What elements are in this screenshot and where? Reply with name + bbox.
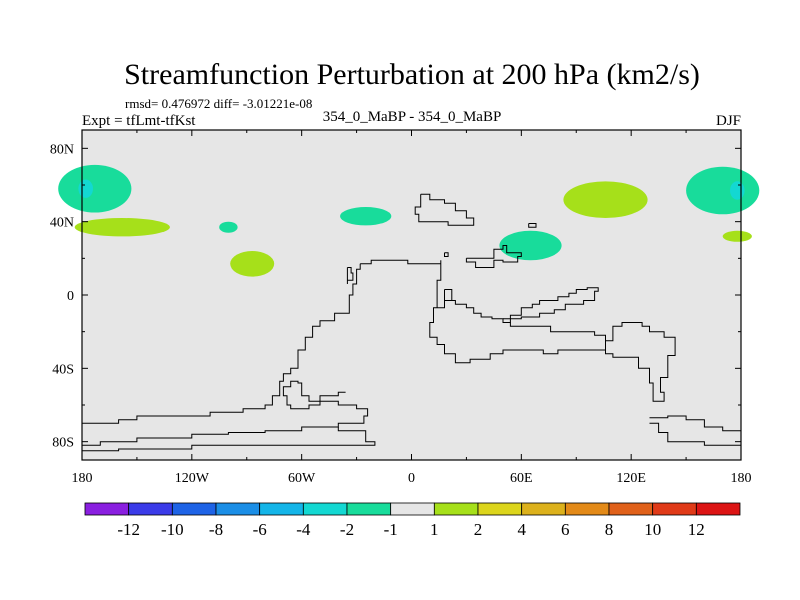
anomaly-6 — [340, 207, 392, 226]
anomaly-11 — [722, 230, 752, 242]
map-plot: 180 120W 60W 0 60E 120E 180 80N 40N 0 40S 80S — [50, 129, 760, 486]
colorbar-label: -10 — [161, 520, 184, 539]
colorbar-label: 1 — [430, 520, 439, 539]
coastline-13 — [444, 252, 449, 257]
stats-label: rmsd= 0.476972 diff= -3.01221e-08 — [125, 96, 312, 111]
colorbar-swatch-1 — [84, 502, 130, 516]
anomaly-2 — [78, 179, 93, 198]
colorbar-label: -8 — [209, 520, 223, 539]
y-tick-label: 40S — [52, 362, 74, 377]
coastline-7 — [649, 415, 742, 435]
colorbar-swatch-13 — [608, 502, 654, 516]
coastline-8 — [649, 422, 741, 446]
experiment-label: Expt = tfLmt-tfKst — [82, 113, 196, 129]
x-tick-label: 120W — [175, 471, 210, 486]
colorbar-swatch-11 — [521, 502, 566, 516]
y-tick-label: 40N — [50, 216, 74, 231]
anomaly-1 — [58, 164, 132, 213]
anomaly-5 — [230, 250, 275, 277]
colorbar-label: -6 — [253, 520, 267, 539]
x-tick-label: 60W — [288, 471, 316, 486]
colorbar-label: 6 — [561, 520, 570, 539]
colorbar-swatch-10 — [477, 502, 523, 516]
x-tick-label: 180 — [72, 471, 93, 486]
anomaly-4 — [219, 221, 238, 233]
colorbar-swatch-7 — [346, 502, 392, 516]
y-tick-label: 80N — [50, 142, 74, 157]
coastline-12 — [528, 223, 537, 228]
colorbar-swatch-9 — [433, 502, 479, 516]
chart-title: Streamfunction Perturbation at 200 hPa (… — [124, 58, 700, 91]
colorbar-label: -4 — [296, 520, 311, 539]
coastline-6 — [82, 427, 376, 452]
anomaly-3 — [74, 218, 170, 237]
coastline-9 — [346, 267, 354, 284]
colorbar-label: -12 — [117, 520, 140, 539]
x-tick-label: 60E — [510, 471, 533, 486]
anomaly-9 — [686, 166, 760, 215]
colorbar-swatch-6 — [302, 502, 348, 516]
x-tick-label: 180 — [731, 471, 752, 486]
coastline-4 — [81, 263, 361, 427]
anomaly-8 — [563, 181, 648, 218]
colorbar: -12 -10 -8 -6 -4 -2 -1 1 2 4 6 8 10 12 — [84, 502, 741, 539]
colorbar-swatch-8 — [390, 502, 435, 516]
colorbar-swatch-15 — [695, 502, 741, 516]
x-axis: 180 120W 60W 0 60E 120E 180 — [72, 130, 752, 486]
colorbar-swatch-4 — [215, 502, 261, 516]
coastline-1 — [414, 193, 475, 226]
coastline-3 — [503, 287, 599, 323]
colorbar-label: 4 — [517, 520, 526, 539]
colorbar-label: -2 — [340, 520, 354, 539]
x-tick-label: 0 — [408, 471, 415, 486]
y-axis: 80N 40N 0 40S 80S — [50, 142, 741, 451]
coastline-layer — [81, 193, 742, 452]
colorbar-swatch-14 — [652, 502, 697, 516]
plot-background — [82, 130, 741, 460]
coastline-5 — [82, 380, 369, 446]
anomaly-10 — [730, 181, 745, 200]
colorbar-label: 12 — [688, 520, 705, 539]
anomaly-7 — [499, 230, 562, 261]
colorbar-swatch-3 — [171, 502, 217, 516]
colorbar-swatch-12 — [564, 502, 610, 516]
coastline-10 — [444, 289, 453, 301]
colorbar-label: 2 — [474, 520, 483, 539]
season-label: DJF — [716, 113, 741, 129]
colorbar-swatch-5 — [259, 502, 304, 516]
colorbar-swatch-2 — [128, 502, 173, 516]
comparison-label: 354_0_MaBP - 354_0_MaBP — [323, 109, 502, 125]
x-tick-label: 120E — [616, 471, 646, 486]
coastline-11 — [465, 245, 522, 268]
y-tick-label: 0 — [67, 289, 74, 304]
colorbar-label: -1 — [384, 520, 398, 539]
colorbar-label: 8 — [605, 520, 614, 539]
y-tick-label: 80S — [52, 436, 74, 451]
colorbar-label: 10 — [644, 520, 661, 539]
